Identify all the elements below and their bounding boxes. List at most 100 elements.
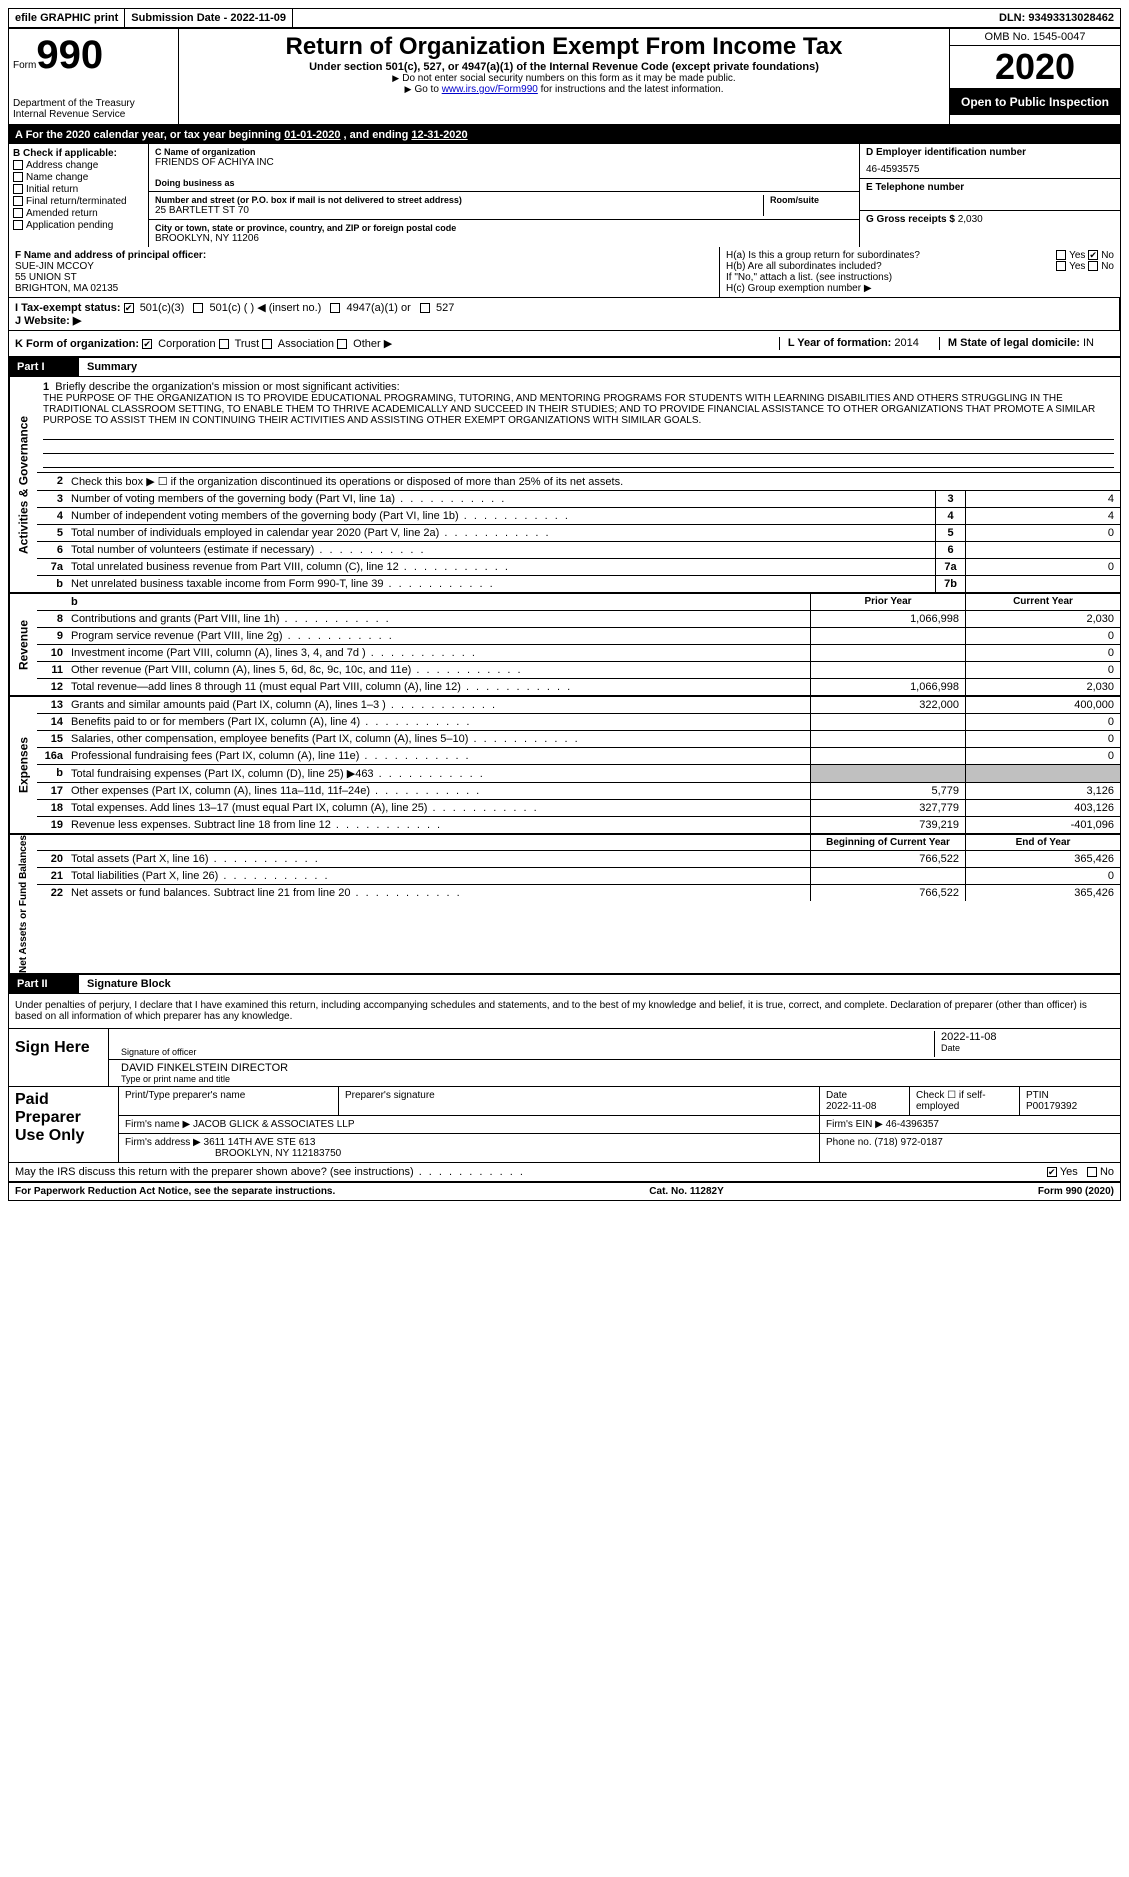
h-b: H(b) Are all subordinates included? Yes …: [726, 261, 1114, 272]
tax-year: 2020: [950, 46, 1120, 89]
box-deg: D Employer identification number 46-4593…: [860, 144, 1120, 247]
omb-number: OMB No. 1545-0047: [950, 29, 1120, 46]
self-employed[interactable]: Check ☐ if self-employed: [910, 1087, 1020, 1115]
info-grid: B Check if applicable: Address change Na…: [9, 144, 1120, 247]
cb-final-return[interactable]: Final return/terminated: [13, 196, 144, 207]
street-address: 25 BARTLETT ST 70: [155, 205, 763, 216]
cb-name-change[interactable]: Name change: [13, 172, 144, 183]
officer-name: SUE-JIN MCCOY: [15, 261, 713, 272]
ha-no[interactable]: [1088, 250, 1098, 260]
cb-assoc[interactable]: [262, 339, 272, 349]
officer-name-field: DAVID FINKELSTEIN DIRECTORType or print …: [115, 1062, 1114, 1084]
line-17: 17 Other expenses (Part IX, column (A), …: [37, 783, 1120, 800]
box-i-j: I Tax-exempt status: 501(c)(3) 501(c) ( …: [9, 298, 1120, 331]
form-title: Return of Organization Exempt From Incom…: [183, 33, 945, 61]
cb-initial-return[interactable]: Initial return: [13, 184, 144, 195]
header-center: Return of Organization Exempt From Incom…: [179, 29, 950, 124]
h-c: H(c) Group exemption number ▶: [726, 283, 1114, 294]
firm-name: Firm's name ▶ JACOB GLICK & ASSOCIATES L…: [119, 1116, 820, 1133]
box-c: C Name of organization FRIENDS OF ACHIYA…: [149, 144, 860, 247]
line-15: 15 Salaries, other compensation, employe…: [37, 731, 1120, 748]
line-20: 20 Total assets (Part X, line 16) 766,52…: [37, 851, 1120, 868]
cb-address-change[interactable]: Address change: [13, 160, 144, 171]
ha-yes[interactable]: [1056, 250, 1066, 260]
hb-no[interactable]: [1088, 261, 1098, 271]
line-12: 12 Total revenue—add lines 8 through 11 …: [37, 679, 1120, 695]
line-19: 19 Revenue less expenses. Subtract line …: [37, 817, 1120, 833]
footer: For Paperwork Reduction Act Notice, see …: [9, 1183, 1120, 1200]
ein-block: D Employer identification number 46-4593…: [860, 144, 1120, 179]
paid-preparer-row: Paid Preparer Use Only Print/Type prepar…: [9, 1087, 1120, 1163]
city-block: City or town, state or province, country…: [149, 220, 859, 247]
line-6: 6 Total number of volunteers (estimate i…: [37, 542, 1120, 559]
street-block: Number and street (or P.O. box if mail i…: [149, 192, 859, 220]
activities-section: Activities & Governance 1 Briefly descri…: [9, 377, 1120, 594]
line-16a: 16a Professional fundraising fees (Part …: [37, 748, 1120, 765]
side-revenue: Revenue: [9, 594, 37, 695]
prep-name: Print/Type preparer's name: [119, 1087, 339, 1115]
cb-527[interactable]: [420, 303, 430, 313]
firm-phone: Phone no. (718) 972-0187: [820, 1134, 1120, 1162]
top-bar: efile GRAPHIC print Submission Date - 20…: [9, 9, 1120, 29]
rev-col-headers: b Prior Year Current Year: [37, 594, 1120, 611]
line-7a: 7a Total unrelated business revenue from…: [37, 559, 1120, 576]
goto-note: Go to www.irs.gov/Form990 for instructio…: [183, 84, 945, 95]
firm-ein: Firm's EIN ▶ 46-4396357: [820, 1116, 1120, 1133]
form-header: Form990 Department of the Treasury Inter…: [9, 29, 1120, 126]
efile-label: efile GRAPHIC print: [9, 9, 125, 27]
open-inspection: Open to Public Inspection: [950, 89, 1120, 115]
cb-4947[interactable]: [330, 303, 340, 313]
h-a: H(a) Is this a group return for subordin…: [726, 250, 1114, 261]
declaration: Under penalties of perjury, I declare th…: [9, 994, 1120, 1029]
line-4: 4 Number of independent voting members o…: [37, 508, 1120, 525]
line-1: 1 Briefly describe the organization's mi…: [37, 377, 1120, 473]
cb-other[interactable]: [337, 339, 347, 349]
org-name-block: C Name of organization FRIENDS OF ACHIYA…: [149, 144, 859, 192]
cb-corp[interactable]: [142, 339, 152, 349]
box-b: B Check if applicable: Address change Na…: [9, 144, 149, 247]
city-state-zip: BROOKLYN, NY 11206: [155, 233, 853, 244]
discuss-yes[interactable]: [1047, 1167, 1057, 1177]
form-subtitle: Under section 501(c), 527, or 4947(a)(1)…: [183, 61, 945, 73]
line-14: 14 Benefits paid to or for members (Part…: [37, 714, 1120, 731]
line-21: 21 Total liabilities (Part X, line 26) 0: [37, 868, 1120, 885]
cb-trust[interactable]: [219, 339, 229, 349]
form-990-container: efile GRAPHIC print Submission Date - 20…: [8, 8, 1121, 1201]
revenue-section: Revenue b Prior Year Current Year 8 Cont…: [9, 594, 1120, 697]
line-5: 5 Total number of individuals employed i…: [37, 525, 1120, 542]
part-ii-header: Part II Signature Block: [9, 975, 1120, 994]
cb-501c[interactable]: [193, 303, 203, 313]
box-k: K Form of organization: Corporation Trus…: [15, 337, 392, 350]
dln: DLN: 93493313028462: [993, 9, 1120, 27]
cb-app-pending[interactable]: Application pending: [13, 220, 144, 231]
line-13: 13 Grants and similar amounts paid (Part…: [37, 697, 1120, 714]
line-b: b Net unrelated business taxable income …: [37, 576, 1120, 592]
hb-yes[interactable]: [1056, 261, 1066, 271]
cb-amended[interactable]: Amended return: [13, 208, 144, 219]
box-l: L Year of formation: 2014: [779, 337, 919, 350]
mission-text: THE PURPOSE OF THE ORGANIZATION IS TO PR…: [43, 393, 1114, 426]
line-18: 18 Total expenses. Add lines 13–17 (must…: [37, 800, 1120, 817]
ein-value: 46-4593575: [866, 164, 1114, 175]
line-b: b Total fundraising expenses (Part IX, c…: [37, 765, 1120, 783]
box-j-label: J Website: ▶: [15, 315, 81, 327]
side-expenses: Expenses: [9, 697, 37, 833]
line-3: 3 Number of voting members of the govern…: [37, 491, 1120, 508]
box-f: F Name and address of principal officer:…: [9, 247, 720, 297]
line-8: 8 Contributions and grants (Part VIII, l…: [37, 611, 1120, 628]
gross-receipts-block: G Gross receipts $ 2,030: [860, 211, 1120, 228]
firm-address: Firm's address ▶ 3611 14TH AVE STE 613BR…: [119, 1134, 820, 1162]
line-11: 11 Other revenue (Part VIII, column (A),…: [37, 662, 1120, 679]
part-i-header: Part I Summary: [9, 358, 1120, 377]
submission-date: Submission Date - 2022-11-09: [125, 9, 293, 27]
ptin: PTINP00179392: [1020, 1087, 1120, 1115]
netassets-section: Net Assets or Fund Balances Beginning of…: [9, 835, 1120, 975]
irs-link[interactable]: www.irs.gov/Form990: [442, 84, 538, 95]
discuss-no[interactable]: [1087, 1167, 1097, 1177]
line-22: 22 Net assets or fund balances. Subtract…: [37, 885, 1120, 901]
cb-501c3[interactable]: [124, 303, 134, 313]
org-name: FRIENDS OF ACHIYA INC: [155, 157, 853, 168]
phone-block: E Telephone number: [860, 179, 1120, 211]
expenses-section: Expenses 13 Grants and similar amounts p…: [9, 697, 1120, 835]
sig-officer-field[interactable]: Signature of officer: [115, 1031, 934, 1057]
